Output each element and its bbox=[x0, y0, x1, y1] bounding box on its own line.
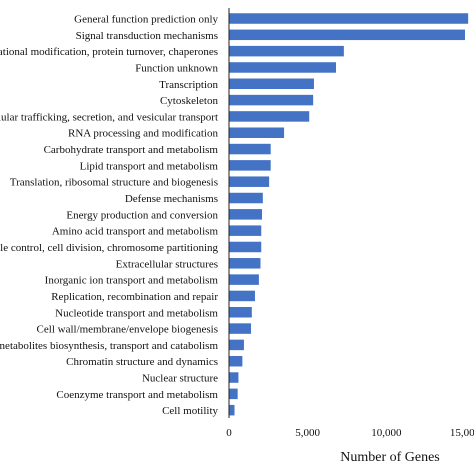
category-label: Inorganic ion transport and metabolism bbox=[45, 275, 219, 287]
bar bbox=[229, 45, 344, 57]
category-label: Translation, ribosomal structure and bio… bbox=[10, 177, 218, 189]
x-axis-title: Number of Genes bbox=[340, 450, 440, 465]
bar bbox=[229, 355, 243, 367]
bar bbox=[229, 404, 235, 416]
bar bbox=[229, 209, 263, 220]
bar bbox=[229, 290, 255, 302]
category-label: Lipid transport and metabolism bbox=[80, 160, 219, 172]
bar bbox=[229, 274, 259, 285]
category-label: Cell wall/membrane/envelope biogenesis bbox=[37, 324, 218, 336]
bar bbox=[229, 258, 261, 269]
category-label: Amino acid transport and metabolism bbox=[52, 226, 219, 238]
bar bbox=[229, 176, 270, 187]
category-label: Cell cycle control, cell division, chrom… bbox=[0, 242, 218, 254]
category-label: Cell motility bbox=[162, 405, 218, 417]
x-tick-label: 0 bbox=[226, 427, 232, 439]
bar bbox=[229, 307, 252, 318]
x-tick-label: 15,000 bbox=[450, 427, 474, 439]
x-ticks-group: 0 5,000 10,000 15,000 bbox=[226, 427, 474, 439]
category-label: Energy production and conversion bbox=[66, 209, 218, 221]
category-label: Chromatin structure and dynamics bbox=[66, 356, 218, 368]
bar bbox=[229, 339, 244, 351]
bar bbox=[229, 225, 262, 236]
category-label: Carbohydrate transport and metabolism bbox=[44, 144, 219, 156]
bar bbox=[229, 143, 271, 155]
category-label: Function unknown bbox=[135, 62, 218, 74]
bar bbox=[229, 13, 469, 24]
bar bbox=[229, 241, 262, 253]
bar bbox=[229, 111, 310, 122]
bar bbox=[229, 372, 239, 383]
bar bbox=[229, 192, 263, 204]
x-tick-label: 10,000 bbox=[371, 427, 402, 439]
category-label: Signal transduction mechanisms bbox=[76, 30, 218, 42]
category-label: Nuclear structure bbox=[142, 373, 218, 385]
category-label: Coenzyme transport and metabolism bbox=[56, 389, 218, 401]
bar bbox=[229, 29, 465, 41]
category-label: General function prediction only bbox=[74, 14, 218, 26]
x-tick-label: 5,000 bbox=[295, 427, 320, 439]
category-label: Nucleotide transport and metabolism bbox=[55, 307, 218, 319]
category-label: Cytoskeleton bbox=[160, 95, 219, 107]
bar bbox=[229, 78, 314, 90]
category-label: Secondary metabolites biosynthesis, tran… bbox=[0, 340, 218, 352]
bars-group bbox=[229, 13, 469, 416]
category-label: RNA processing and modification bbox=[68, 128, 219, 140]
category-label: Defense mechanisms bbox=[125, 193, 218, 205]
bar bbox=[229, 62, 336, 73]
bar bbox=[229, 160, 271, 171]
category-label: Intracellular trafficking, secretion, an… bbox=[0, 111, 218, 123]
bar bbox=[229, 323, 252, 334]
category-label: Extracellular structures bbox=[116, 258, 218, 270]
category-label: Transcription bbox=[159, 79, 218, 91]
category-label: Replication, recombination and repair bbox=[51, 291, 218, 303]
bar bbox=[229, 388, 238, 400]
category-label: Posttranslational modification, protein … bbox=[0, 46, 218, 58]
category-labels-group: General function prediction only Signal t… bbox=[0, 14, 218, 418]
bar bbox=[229, 127, 285, 138]
bar bbox=[229, 94, 314, 106]
